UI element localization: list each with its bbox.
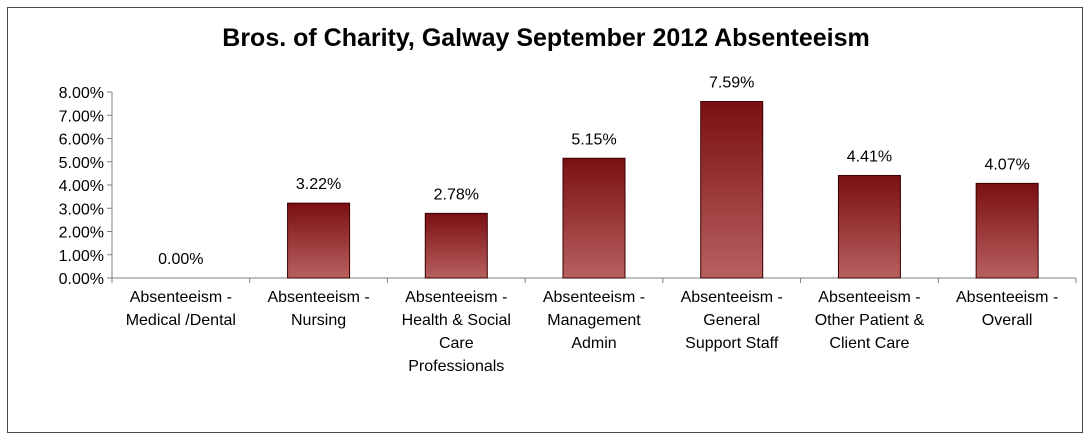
bar — [975, 182, 1039, 279]
bar — [287, 202, 351, 279]
category-label: Absenteeism -Medical /Dental — [126, 289, 236, 329]
bar — [700, 101, 764, 279]
bar — [837, 174, 901, 279]
y-tick-label: 8.00% — [59, 85, 104, 102]
data-label: 7.59% — [709, 75, 754, 92]
y-tick-label: 5.00% — [59, 155, 104, 172]
data-label: 2.78% — [434, 186, 479, 203]
y-tick-label: 6.00% — [59, 132, 104, 149]
y-tick-label: 2.00% — [59, 225, 104, 242]
y-tick-label: 0.00% — [59, 271, 104, 288]
y-tick-label: 4.00% — [59, 178, 104, 195]
y-tick-label: 7.00% — [59, 108, 104, 125]
y-tick-label: 1.00% — [59, 248, 104, 265]
chart-title: Bros. of Charity, Galway September 2012 … — [222, 24, 870, 52]
data-label: 3.22% — [296, 176, 341, 193]
data-label: 0.00% — [158, 251, 203, 268]
category-label: Absenteeism -Overall — [956, 289, 1058, 329]
bar — [424, 212, 488, 279]
data-label: 4.07% — [984, 156, 1029, 173]
data-label: 5.15% — [571, 131, 616, 148]
y-tick-label: 3.00% — [59, 201, 104, 218]
category-label: Absenteeism -Nursing — [267, 289, 369, 329]
data-label: 4.41% — [847, 148, 892, 165]
category-label: Absenteeism -General Support Staff — [681, 289, 783, 352]
category-label: Absenteeism -Health & Social Care Professi… — [402, 289, 511, 375]
category-label: Absenteeism -Management Admin — [543, 289, 645, 352]
chart-frame — [7, 7, 1083, 433]
category-label: Absenteeism -Other Patient & Client Care — [815, 289, 925, 352]
bar — [562, 157, 626, 279]
